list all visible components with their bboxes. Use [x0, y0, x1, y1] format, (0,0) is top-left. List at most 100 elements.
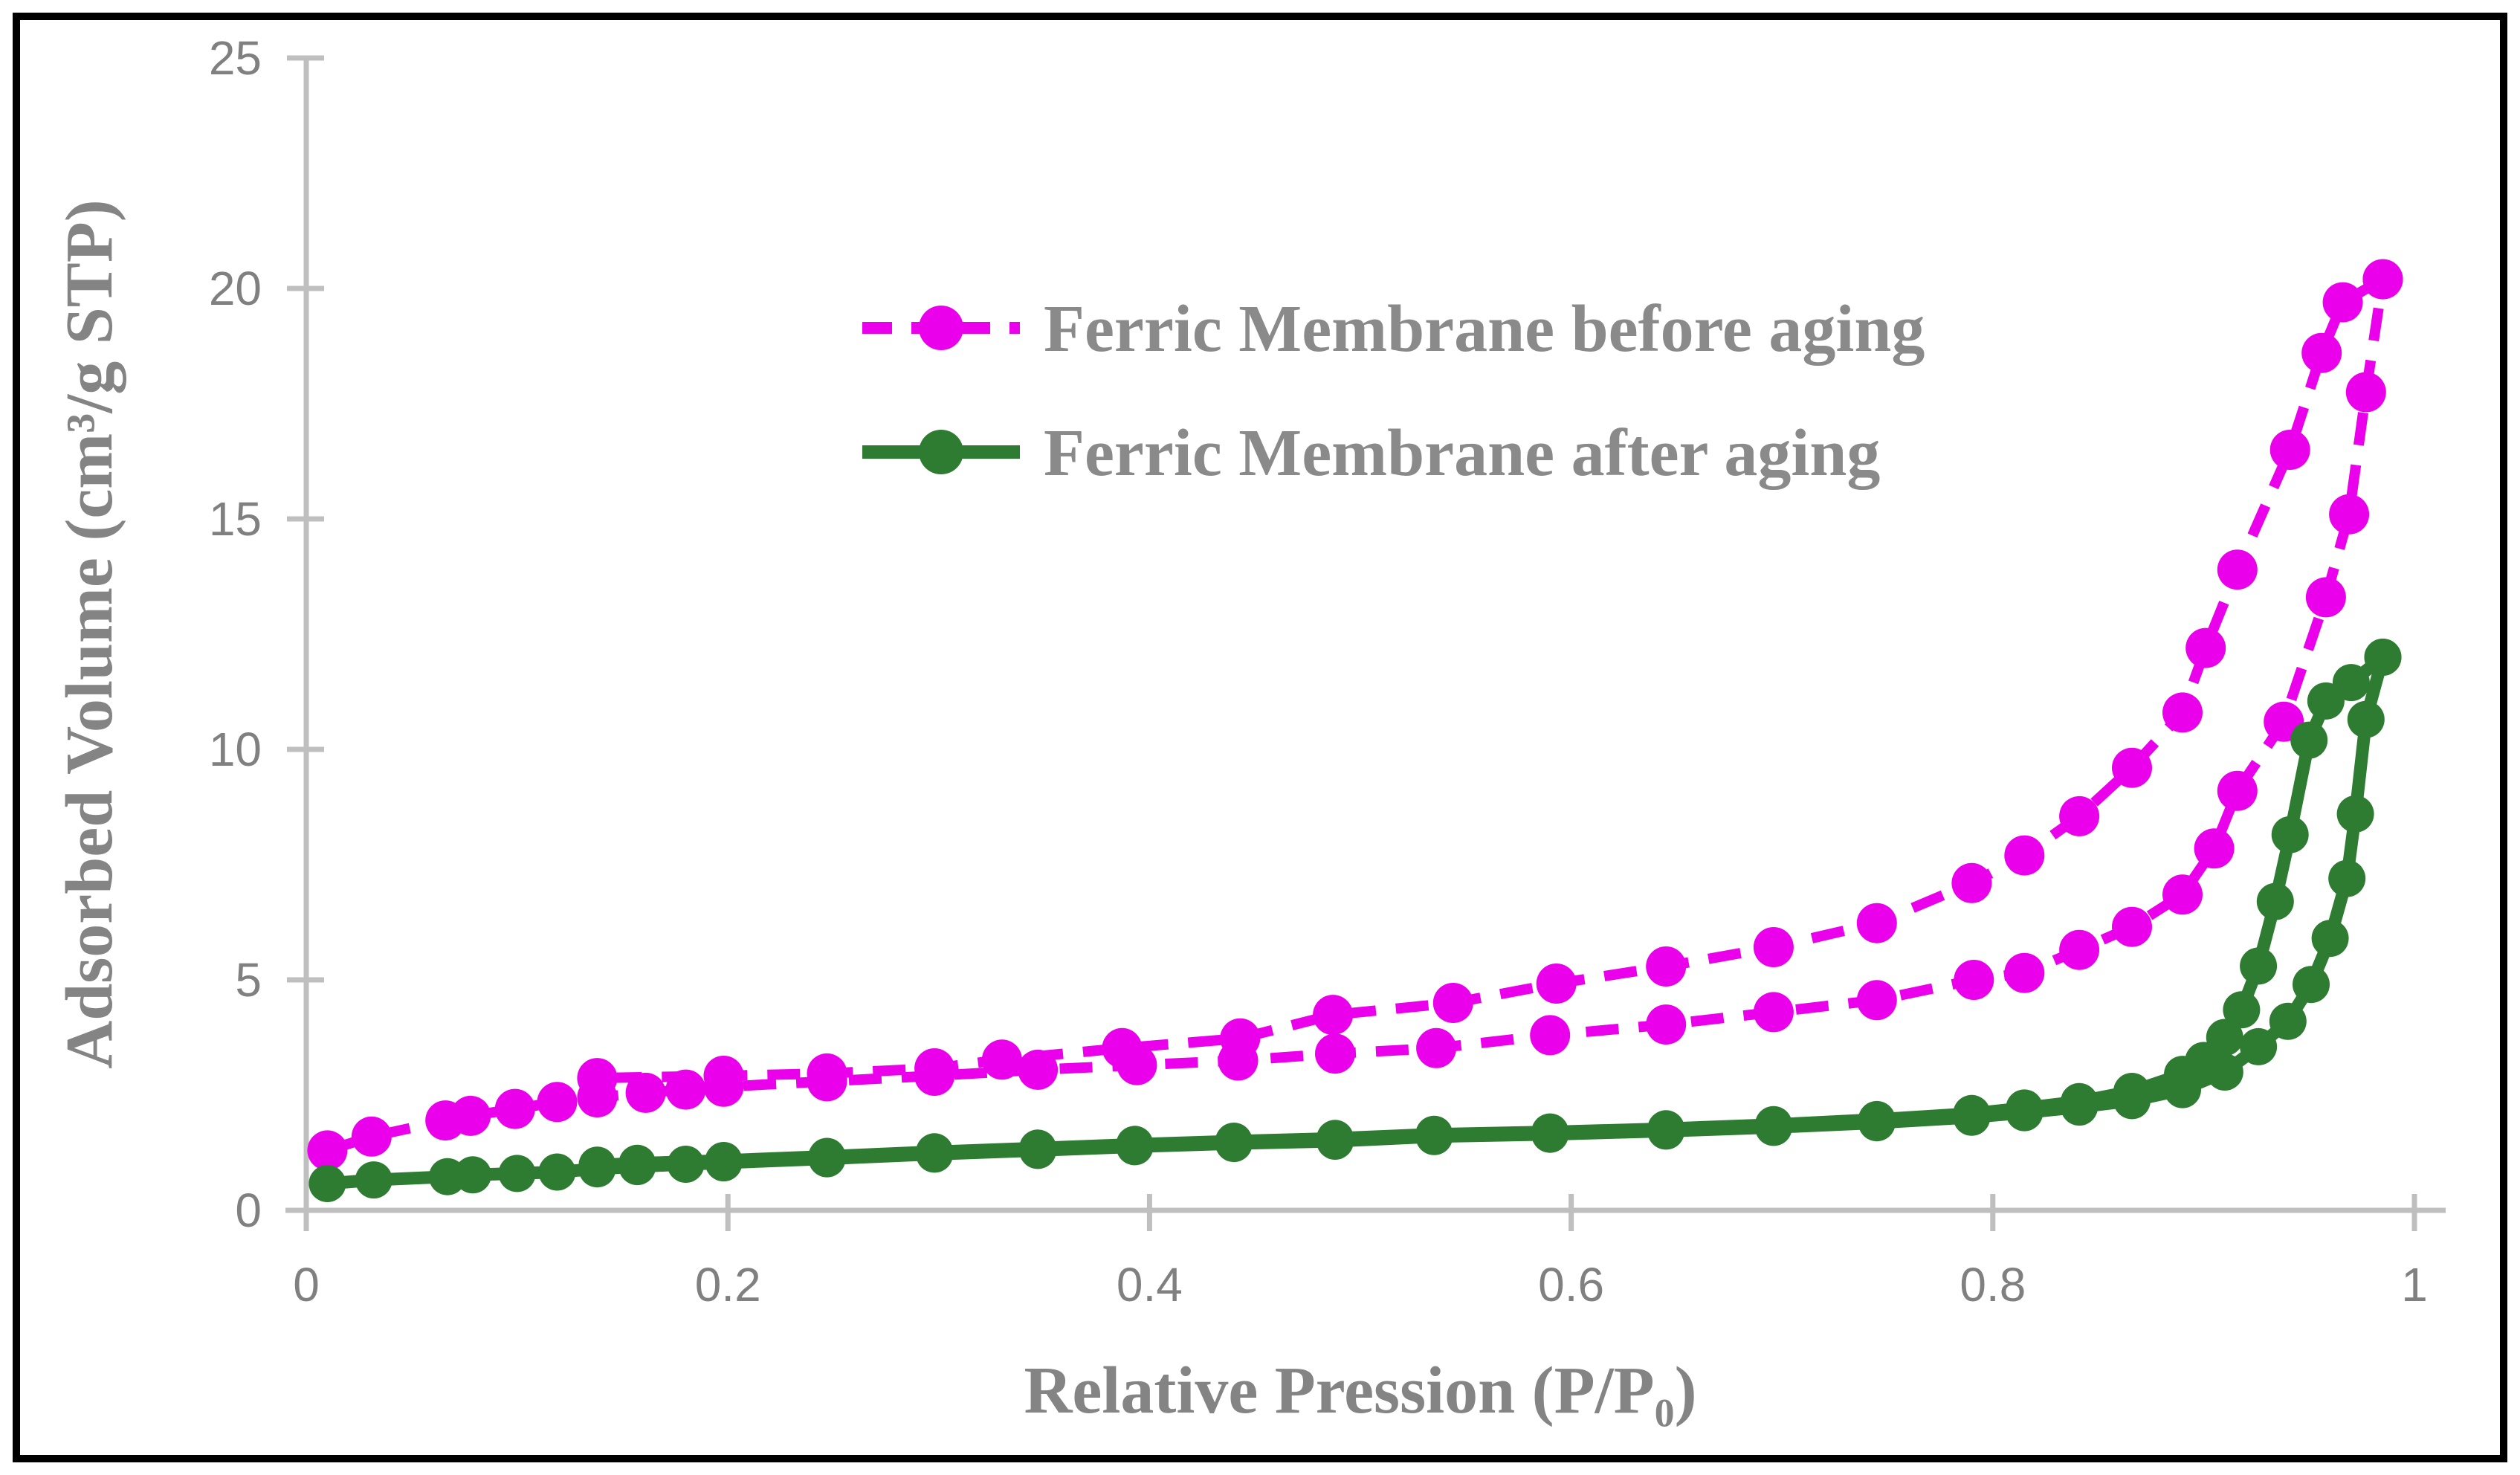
data-point-marker	[2004, 835, 2045, 876]
x-tick-label: 0	[293, 1258, 320, 1311]
data-series	[307, 259, 2403, 1202]
data-point-marker	[1753, 927, 1794, 967]
x-axis-title: Relative Pression (P/P₀)	[1024, 1354, 1696, 1427]
data-point-marker	[2217, 549, 2258, 590]
data-point-marker	[1116, 1126, 1154, 1163]
data-point-marker	[2112, 906, 2152, 947]
data-point-marker	[577, 1058, 618, 1099]
data-point-marker	[2113, 1073, 2151, 1110]
y-tick-label: 15	[209, 492, 262, 546]
data-point-marker	[2322, 282, 2363, 323]
legend-circle-marker-icon	[919, 430, 963, 474]
data-point-marker	[1215, 1123, 1253, 1160]
data-point-marker	[1536, 964, 1577, 1004]
data-point-marker	[1953, 1094, 1991, 1132]
data-point-marker	[1432, 983, 1473, 1023]
x-tick-label: 1	[2401, 1258, 2428, 1311]
data-point-marker	[308, 1165, 346, 1202]
series-line	[597, 274, 2385, 1084]
data-point-marker	[1753, 992, 1794, 1033]
data-point-marker	[2004, 952, 2045, 993]
data-point-marker	[618, 1144, 656, 1182]
data-point-marker	[2240, 1027, 2278, 1065]
legend-label-before-aging: Ferric Membrane before aging	[1044, 292, 1925, 366]
data-point-marker	[2301, 332, 2342, 373]
data-point-marker	[1313, 995, 1354, 1036]
data-point-marker	[2256, 882, 2294, 920]
legend-circle-marker-icon	[919, 306, 963, 350]
data-point-marker	[578, 1146, 616, 1184]
data-point-marker	[2061, 1082, 2099, 1120]
legend: Ferric Membrane before aging Ferric Memb…	[862, 292, 1925, 490]
data-point-marker	[538, 1153, 576, 1191]
data-point-marker	[1954, 960, 1994, 1000]
series-before-aging	[307, 259, 2403, 1171]
data-point-marker	[2269, 1002, 2307, 1040]
data-point-marker	[1858, 1100, 1896, 1138]
data-point-marker	[1754, 1106, 1792, 1143]
legend-item-before-aging: Ferric Membrane before aging	[862, 292, 1925, 366]
x-tick-label: 0.2	[695, 1258, 761, 1311]
data-point-marker	[1951, 862, 1992, 903]
data-point-marker	[981, 1039, 1022, 1080]
axis-ticks	[287, 55, 2417, 1231]
y-axis-title: Adsorbed Volume (cm³/g STP)	[53, 199, 126, 1069]
data-point-marker	[2293, 966, 2330, 1004]
y-tick-label: 0	[235, 1184, 262, 1237]
data-point-marker	[2059, 795, 2100, 836]
data-point-marker	[2240, 947, 2278, 985]
legend-item-after-aging: Ferric Membrane after aging	[862, 416, 1880, 490]
data-point-marker	[355, 1161, 392, 1199]
data-point-marker	[2347, 700, 2385, 738]
data-point-marker	[808, 1137, 846, 1175]
data-point-marker	[1856, 903, 1897, 943]
figure-border	[13, 13, 2507, 1462]
data-point-marker	[2269, 430, 2310, 470]
data-point-marker	[807, 1053, 847, 1094]
axis-tick-labels: 0 5 10 15 20 25 0 0.2 0.4 0.6 0.8 1	[209, 31, 2428, 1311]
series-after-aging	[578, 639, 2402, 1184]
data-point-marker	[2162, 692, 2203, 733]
data-point-marker	[2362, 259, 2403, 300]
data-point-marker	[2307, 682, 2345, 720]
data-point-marker	[1019, 1129, 1057, 1167]
data-point-marker	[498, 1155, 536, 1192]
data-point-marker	[2329, 494, 2370, 535]
data-point-marker	[703, 1056, 744, 1096]
y-tick-label: 20	[209, 262, 262, 315]
data-point-marker	[2185, 627, 2226, 668]
x-tick-label: 0.4	[1117, 1258, 1183, 1311]
data-point-marker	[307, 1130, 348, 1171]
data-point-marker	[1102, 1027, 1143, 1068]
data-point-marker	[2364, 639, 2402, 676]
data-point-marker	[1415, 1115, 1453, 1153]
data-point-marker	[2305, 577, 2346, 618]
data-point-marker	[914, 1048, 955, 1088]
data-point-marker	[2162, 874, 2203, 915]
series-before-aging	[577, 259, 2403, 1099]
y-tick-label: 25	[209, 31, 262, 85]
data-point-marker	[2290, 721, 2328, 759]
data-point-marker	[1220, 1018, 1261, 1059]
data-point-marker	[351, 1116, 392, 1157]
data-point-marker	[2271, 816, 2309, 853]
data-point-marker	[2328, 859, 2366, 897]
data-point-marker	[537, 1082, 578, 1123]
data-point-marker	[1416, 1027, 1457, 1068]
data-point-marker	[454, 1156, 491, 1194]
x-tick-label: 0.8	[1960, 1258, 2026, 1311]
data-point-marker	[1530, 1015, 1571, 1056]
data-point-marker	[1646, 1004, 1687, 1045]
legend-label-after-aging: Ferric Membrane after aging	[1044, 416, 1880, 490]
data-point-marker	[2059, 929, 2100, 970]
data-point-marker	[2194, 828, 2235, 869]
data-point-marker	[1315, 1033, 1355, 1074]
data-point-marker	[705, 1142, 743, 1179]
data-point-marker	[2345, 372, 2386, 413]
data-point-marker	[2336, 795, 2374, 833]
data-point-marker	[1856, 980, 1897, 1021]
series-line	[326, 278, 2388, 1156]
data-point-marker	[494, 1088, 535, 1129]
